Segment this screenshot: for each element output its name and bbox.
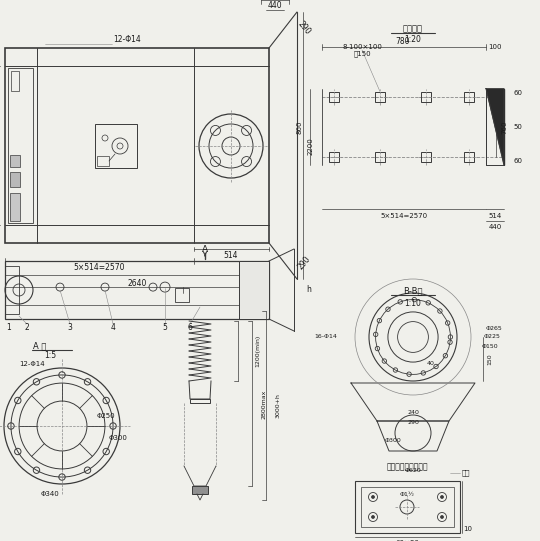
Bar [361,487,454,527]
Circle shape [372,516,375,518]
Text: 2640: 2640 [127,279,147,287]
Bar [8,68,33,223]
Text: 模板: 模板 [462,470,470,476]
Bar [421,91,431,102]
Text: 2800max: 2800max [261,390,267,419]
Circle shape [441,496,443,498]
Text: Φ1½: Φ1½ [400,492,415,498]
Text: 440: 440 [268,1,282,10]
Text: 12-Φ14: 12-Φ14 [113,36,141,44]
Bar [5,48,269,243]
Text: 514: 514 [488,213,502,219]
Bar [97,156,109,166]
Text: 6: 6 [187,322,192,332]
Text: Φ225: Φ225 [483,334,501,340]
Text: Φ250: Φ250 [97,413,116,419]
Bar [10,172,20,187]
Text: 290: 290 [407,420,419,426]
Text: 100: 100 [488,44,502,50]
Bar [190,399,210,403]
Text: 10: 10 [463,526,472,532]
Text: 860: 860 [297,120,303,134]
Text: 深150: 深150 [353,51,371,57]
Text: Φ300: Φ300 [109,435,128,441]
Text: Φ265: Φ265 [485,327,502,332]
Text: 12-Φ14: 12-Φ14 [19,361,45,367]
Text: 240: 240 [407,411,419,415]
Bar [5,266,19,314]
Polygon shape [486,89,504,166]
Text: 模板直接化通示意图: 模板直接化通示意图 [386,463,428,472]
Text: 3: 3 [68,322,72,332]
Text: 基础孔图: 基础孔图 [403,24,423,34]
Text: 1:5: 1:5 [44,352,56,360]
Text: 5: 5 [163,322,167,332]
Text: 40: 40 [427,361,435,366]
Text: 60×80: 60×80 [395,540,419,541]
Text: Φ300: Φ300 [384,439,401,444]
Bar [175,288,189,301]
Text: 5×514=2570: 5×514=2570 [73,263,125,273]
Text: A: A [202,245,208,254]
Text: 290: 290 [296,19,312,36]
Text: 1:20: 1:20 [404,35,421,43]
Text: 8-100×100: 8-100×100 [342,44,382,50]
Bar [10,155,20,167]
Text: 440: 440 [488,224,502,230]
Text: 16-Φ14: 16-Φ14 [315,334,338,340]
Text: 1: 1 [6,322,11,332]
Text: 3000+h: 3000+h [275,393,280,418]
Bar [192,486,208,494]
Bar [486,89,504,166]
Bar [329,153,339,162]
Text: 514: 514 [224,250,238,260]
Text: 1200(min): 1200(min) [255,335,260,367]
Circle shape [372,496,375,498]
Text: 60: 60 [514,159,523,164]
Bar [464,91,474,102]
Text: 60: 60 [514,90,523,96]
Circle shape [441,516,443,518]
Text: 50: 50 [514,124,522,130]
Bar [11,71,19,91]
Text: h: h [307,286,312,294]
Text: 760: 760 [501,120,507,134]
Bar [10,193,20,221]
Bar [329,91,339,102]
Bar [375,153,385,162]
Text: 290: 290 [296,255,312,272]
Bar [355,481,460,533]
Bar [375,91,385,102]
Bar [95,124,137,168]
Text: 1:10: 1:10 [404,299,421,307]
Bar [421,153,431,162]
Text: 150: 150 [488,353,492,365]
Text: Φ620: Φ620 [404,469,421,473]
Bar [239,261,269,319]
Text: 2200: 2200 [308,137,314,155]
Text: B-B向: B-B向 [403,287,423,295]
Text: 5×514=2570: 5×514=2570 [381,213,428,219]
Text: Φ340: Φ340 [40,491,59,497]
Text: 4: 4 [111,322,116,332]
Text: 780: 780 [396,36,410,45]
Text: A 向: A 向 [33,341,46,351]
Text: 2: 2 [25,322,29,332]
Bar [464,153,474,162]
Text: Φ150: Φ150 [482,345,498,349]
Bar [5,261,269,319]
